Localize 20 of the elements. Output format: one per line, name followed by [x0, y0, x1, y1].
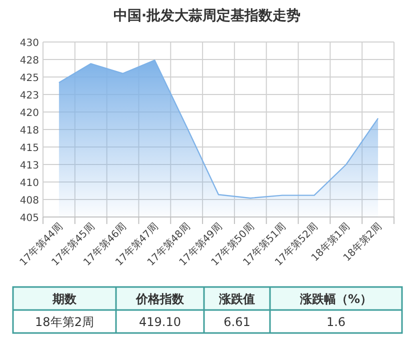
- text: 1.6: [326, 315, 346, 329]
- y-tick-label: 413: [20, 160, 39, 172]
- text: 18年第2周: [35, 315, 94, 329]
- y-tick-label: 420: [20, 108, 39, 119]
- text: 涨跌值: [218, 292, 255, 306]
- chart-title: 中国·批发大蒜周定基指数走势: [113, 7, 301, 24]
- text: 涨跌幅（%）: [298, 292, 372, 306]
- y-tick-label: 423: [20, 90, 39, 102]
- y-tick-label: 418: [20, 126, 39, 136]
- y-tick-label: 405: [20, 213, 39, 224]
- y-tick-label: 425: [20, 73, 39, 84]
- text: 419.10: [139, 315, 181, 329]
- y-tick-label: 410: [20, 178, 39, 189]
- y-tick-label: 428: [20, 56, 39, 66]
- text: 期数: [52, 292, 78, 306]
- text: 价格指数: [135, 292, 185, 306]
- y-tick-label: 415: [20, 143, 39, 154]
- y-tick-label: 430: [20, 38, 39, 49]
- y-tick-label: 408: [20, 196, 39, 206]
- text: 6.61: [224, 315, 250, 329]
